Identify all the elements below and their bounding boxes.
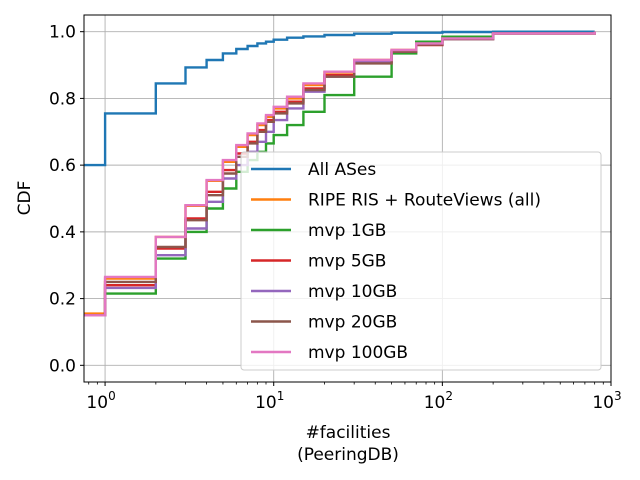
x-tick-label: 103 — [592, 389, 621, 413]
x-tick-label: 100 — [86, 389, 115, 413]
legend-label: mvp 1GB — [308, 221, 386, 241]
y-tick-label: 0.2 — [49, 290, 76, 310]
legend-label: mvp 20GB — [308, 313, 397, 333]
y-tick-label: 0.8 — [49, 89, 76, 109]
x-axis-label-line2: (PeeringDB) — [297, 445, 399, 465]
legend-label: mvp 5GB — [308, 252, 386, 272]
legend-label: mvp 10GB — [308, 282, 397, 302]
x-tick-label: 101 — [255, 389, 284, 413]
legend: All ASes RIPE RIS + RouteViews (all) mvp 1… — [240, 151, 602, 371]
y-tick-label: 0.4 — [49, 223, 76, 243]
y-tick-label: 0.0 — [49, 356, 76, 376]
y-tick-label: 1.0 — [49, 23, 76, 43]
axes-frame — [83, 14, 612, 383]
series-layer — [84, 30, 596, 317]
series-line — [84, 30, 595, 167]
series-line — [84, 31, 596, 317]
x-axis-label: #facilities — [306, 423, 391, 443]
legend-label: All ASes — [308, 160, 376, 180]
y-axis-label: CDF — [15, 181, 35, 216]
legend-label: RIPE RIS + RouteViews (all) — [308, 191, 541, 211]
tick-marks — [80, 31, 612, 386]
legend-label: mvp 100GB — [308, 343, 408, 363]
y-tick-label: 0.6 — [49, 156, 76, 176]
x-tick-label: 102 — [424, 389, 453, 413]
legend-frame — [240, 151, 602, 371]
tick-labels: 0.0 0.2 0.4 0.6 0.8 1.0 100 101 102 103 — [49, 23, 622, 413]
